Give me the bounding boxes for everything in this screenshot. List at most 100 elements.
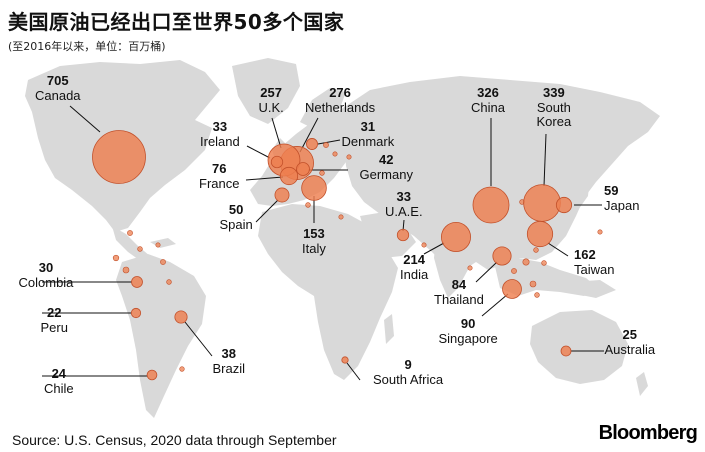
- land-australia: [530, 310, 628, 384]
- label-netherlands: 276 Netherlands: [305, 85, 376, 115]
- label-value: 25: [622, 327, 638, 342]
- source-note: Source: U.S. Census, 2020 data through S…: [12, 432, 337, 448]
- minor-country-bubble: [160, 259, 166, 265]
- label-thailand: 84 Thailand: [434, 277, 484, 307]
- bubble-japan: [555, 196, 573, 214]
- minor-country-bubble: [529, 280, 537, 288]
- bubble-ireland: [270, 155, 284, 169]
- label-value: 33: [212, 119, 228, 134]
- label-country: South Korea: [536, 99, 572, 130]
- leader-line-south-africa: [346, 362, 361, 381]
- label-value: 84: [451, 277, 467, 292]
- label-value: 339: [543, 85, 565, 100]
- bubble-south-africa: [341, 356, 349, 364]
- label-country: Colombia: [18, 274, 74, 290]
- label-china: 326 China: [471, 85, 505, 115]
- minor-country-bubble: [155, 242, 161, 248]
- label-value: 257: [260, 85, 282, 100]
- label-country: Japan: [604, 197, 640, 213]
- minor-country-bubble: [166, 279, 172, 285]
- leader-line-netherlands: [299, 117, 319, 153]
- bubble-u-a-e: [396, 228, 410, 242]
- bubble-thailand: [492, 246, 512, 266]
- label-country: Thailand: [434, 291, 484, 307]
- land-africa: [258, 204, 398, 380]
- minor-country-bubble: [127, 230, 133, 236]
- minor-country-bubble: [323, 142, 329, 148]
- label-value: 276: [329, 85, 351, 100]
- label-south-korea: 339 South Korea: [536, 85, 572, 130]
- minor-country-bubble: [112, 254, 120, 262]
- label-value: 705: [46, 73, 69, 88]
- leader-line-spain: [255, 199, 279, 223]
- minor-country-bubble: [522, 258, 530, 266]
- bubble-colombia: [131, 276, 143, 288]
- minor-country-bubble: [534, 292, 540, 298]
- minor-country-bubble: [122, 266, 130, 274]
- label-france: 76 France: [199, 161, 239, 191]
- label-italy: 153 Italy: [302, 226, 326, 256]
- chart-title: 美国原油已经出口至世界50多个国家: [8, 10, 345, 34]
- label-south-africa: 9 South Africa: [373, 357, 443, 387]
- bubble-taiwan: [526, 220, 554, 248]
- label-country: China: [471, 99, 505, 115]
- land-asia: [340, 76, 660, 270]
- label-u-k: 257 U.K.: [259, 85, 284, 115]
- leader-line-france: [245, 176, 284, 181]
- label-country: Taiwan: [574, 261, 615, 277]
- label-value: 22: [47, 305, 62, 320]
- label-value: 31: [360, 119, 376, 134]
- label-value: 30: [38, 260, 54, 275]
- label-country: Ireland: [200, 133, 240, 149]
- bubble-peru: [130, 307, 142, 319]
- label-brazil: 38 Brazil: [213, 346, 246, 376]
- leader-line-canada: [69, 105, 101, 133]
- label-country: U.A.E.: [385, 203, 423, 219]
- minor-country-bubble: [179, 366, 185, 372]
- label-denmark: 31 Denmark: [342, 119, 395, 149]
- land-south-america: [116, 254, 206, 418]
- chart-subtitle: (至2016年以来，单位：百万桶): [8, 40, 166, 53]
- bubble-italy: [301, 175, 327, 201]
- minor-country-bubble: [421, 242, 427, 248]
- bubble-india: [440, 221, 471, 252]
- minor-country-bubble: [541, 260, 547, 266]
- label-colombia: 30 Colombia: [18, 260, 74, 290]
- label-value: 153: [303, 226, 325, 241]
- bubble-canada: [92, 130, 146, 184]
- label-value: 9: [404, 357, 412, 372]
- leader-line-india: [423, 242, 445, 255]
- label-country: Chile: [44, 380, 74, 396]
- land-caribbean: [150, 238, 176, 248]
- label-country: Spain: [219, 216, 253, 232]
- label-peru: 22 Peru: [41, 305, 68, 335]
- land-new-guinea: [570, 280, 616, 298]
- label-chile: 24 Chile: [44, 366, 74, 396]
- label-value: 50: [228, 202, 244, 217]
- label-ireland: 33 Ireland: [200, 119, 240, 149]
- land-japan: [572, 168, 590, 210]
- minor-country-bubble: [332, 151, 338, 157]
- minor-country-bubble: [305, 202, 311, 208]
- bubble-south-korea: [523, 184, 561, 222]
- label-country: Germany: [359, 166, 413, 182]
- bubble-australia: [560, 345, 572, 357]
- minor-country-bubble: [511, 268, 517, 274]
- label-value: 33: [396, 189, 412, 204]
- land-scandinavia: [300, 88, 346, 128]
- leader-line-brazil: [184, 321, 213, 357]
- label-country: Australia: [604, 341, 656, 357]
- label-australia: 25 Australia: [604, 327, 656, 357]
- label-country: Netherlands: [305, 99, 376, 115]
- land-india: [434, 236, 476, 298]
- label-value: 76: [212, 161, 227, 176]
- minor-country-bubble: [346, 154, 352, 160]
- bubbles: [92, 130, 603, 381]
- label-value: 24: [51, 366, 67, 381]
- land-madagascar: [384, 314, 394, 344]
- label-country: Singapore: [438, 330, 498, 346]
- label-value: 214: [403, 252, 425, 267]
- leader-line-thailand: [475, 261, 498, 283]
- minor-country-bubble: [467, 265, 473, 271]
